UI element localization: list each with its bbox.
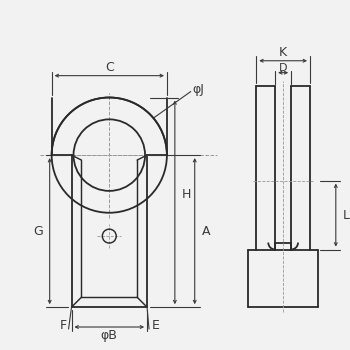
Text: K: K [279,46,287,59]
Text: F: F [60,318,66,331]
Text: φJ: φJ [193,83,205,96]
Text: G: G [33,225,43,238]
Text: H: H [182,188,191,201]
Text: A: A [202,225,210,238]
Text: L: L [343,209,350,222]
Text: C: C [105,61,114,74]
Text: E: E [152,318,160,331]
Text: φB: φB [101,329,118,342]
Text: D: D [279,63,287,73]
